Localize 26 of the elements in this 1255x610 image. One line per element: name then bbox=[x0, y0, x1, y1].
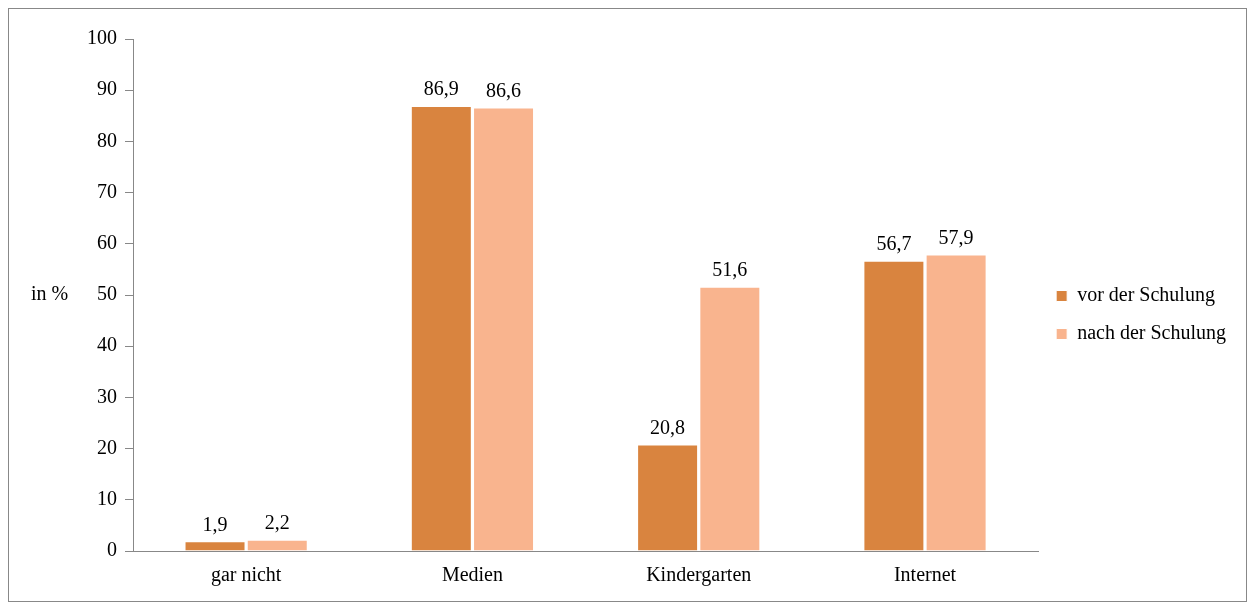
data-label: 20,8 bbox=[650, 415, 686, 438]
data-label: 86,6 bbox=[486, 78, 522, 101]
x-tick-label: gar nicht bbox=[210, 563, 282, 587]
data-label: 51,6 bbox=[712, 258, 748, 281]
y-tick-label: 70 bbox=[97, 179, 117, 202]
data-label: 86,9 bbox=[423, 77, 459, 100]
y-tick-label: 50 bbox=[97, 282, 117, 305]
legend-label: nach der Schulung bbox=[1077, 321, 1227, 345]
y-tick-label: 90 bbox=[97, 77, 117, 100]
data-label: 57,9 bbox=[938, 225, 974, 248]
data-label: 56,7 bbox=[876, 231, 912, 254]
data-label: 2,2 bbox=[264, 510, 290, 533]
y-tick-label: 40 bbox=[97, 333, 117, 356]
x-tick-label: Kindergarten bbox=[646, 563, 752, 587]
x-tick-label: Internet bbox=[893, 563, 957, 586]
y-tick-label: 80 bbox=[97, 128, 117, 151]
legend-label: vor der Schulung bbox=[1077, 283, 1215, 307]
x-tick-label: Medien bbox=[441, 563, 503, 586]
y-tick-label: 100 bbox=[87, 26, 117, 49]
y-tick-label: 10 bbox=[97, 487, 117, 510]
y-tick-label: 0 bbox=[107, 538, 117, 561]
data-label: 1,9 bbox=[202, 512, 228, 535]
y-tick-label: 20 bbox=[97, 435, 117, 458]
y-axis-title: in % bbox=[31, 282, 69, 305]
y-tick-label: 60 bbox=[97, 231, 117, 254]
y-tick-label: 30 bbox=[97, 384, 117, 407]
